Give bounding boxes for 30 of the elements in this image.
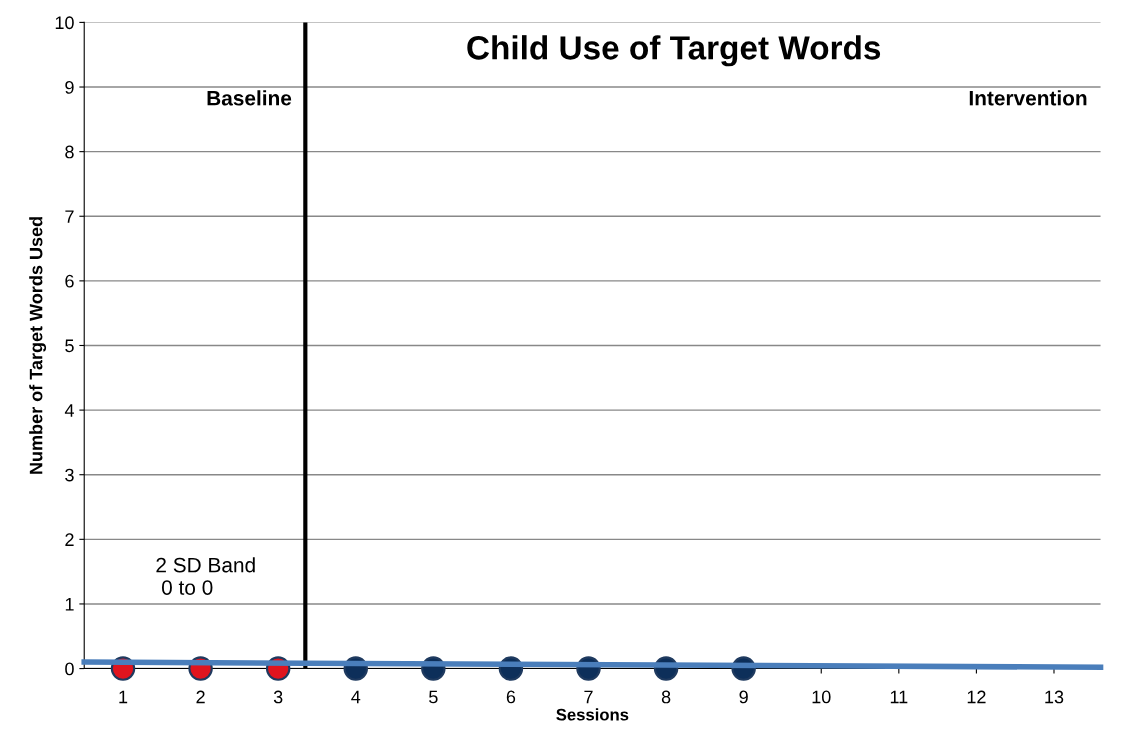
y-tick-label: 9: [65, 80, 74, 94]
annotation: Baseline: [207, 90, 292, 106]
x-tick-label: 1: [119, 690, 128, 704]
y-tick-label: 5: [65, 339, 74, 353]
x-tick-label: 12: [967, 690, 986, 704]
y-tick-label: 2: [65, 533, 74, 546]
x-tick-label: 4: [351, 690, 361, 704]
y-tick-label: 10: [55, 16, 74, 30]
y-tick-label: 0: [65, 662, 74, 676]
y-tick-label: 7: [65, 210, 74, 223]
x-tick-label: 3: [273, 690, 283, 704]
y-tick-label: 3: [65, 468, 74, 482]
x-tick-label: 5: [429, 690, 438, 704]
y-tick-label: 4: [64, 404, 74, 417]
x-tick-label: 8: [661, 690, 671, 704]
annotation: Intervention: [969, 90, 1087, 106]
y-tick-label: 6: [65, 274, 74, 288]
annotation: 2 SD Band 0 to 0: [156, 557, 255, 595]
x-tick-label: 2: [196, 690, 205, 704]
y-tick-label: 1: [65, 598, 74, 611]
x-tick-label: 11: [890, 690, 908, 704]
x-tick-label: 10: [812, 690, 831, 704]
chart-title: Child Use of Target Words: [467, 35, 881, 67]
x-tick-label: 13: [1045, 690, 1064, 704]
x-tick-label: 6: [506, 690, 516, 704]
y-axis-title: Number of Target Words Used: [29, 217, 47, 474]
x-tick-label: 9: [739, 690, 748, 704]
x-axis-title: Sessions: [556, 708, 629, 721]
y-tick-label: 8: [65, 145, 74, 159]
x-tick-label: 7: [584, 690, 593, 704]
